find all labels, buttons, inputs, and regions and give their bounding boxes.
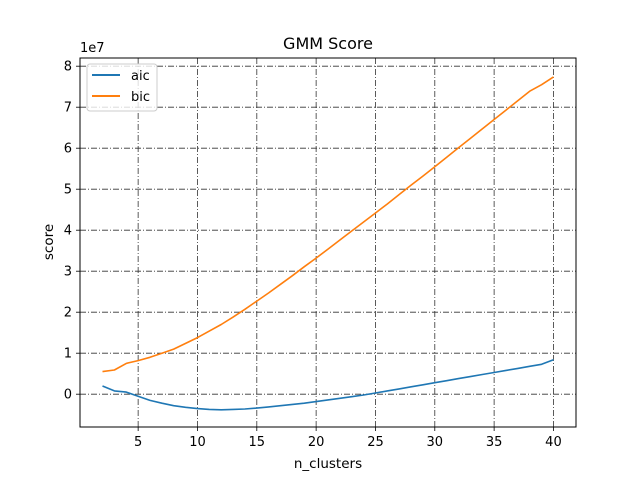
x-tick-label: 5 <box>134 435 142 450</box>
tick-layer: 5 10 15 20 25 30 35 40 0 1 2 3 4 5 6 7 8 <box>64 60 562 450</box>
series-layer <box>102 76 554 411</box>
x-tick-label: 20 <box>308 435 325 450</box>
x-tick-label: 15 <box>249 435 266 450</box>
plot-area-frame <box>79 57 577 428</box>
x-tick-label: 35 <box>486 435 503 450</box>
legend: aic bic <box>86 63 158 112</box>
grid-layer <box>80 58 576 427</box>
y-tick-label: 7 <box>64 101 72 116</box>
x-axis-label: n_clusters <box>294 456 362 472</box>
legend-label-aic: aic <box>131 69 150 84</box>
y-tick-label: 3 <box>64 265 72 280</box>
y-axis-label: score <box>41 224 57 260</box>
y-tick-label: 5 <box>64 183 72 198</box>
y-tick-label: 0 <box>64 388 72 403</box>
x-tick-label: 40 <box>545 435 562 450</box>
legend-label-bic: bic <box>131 90 150 105</box>
y-tick-label: 1 <box>64 347 72 362</box>
series-line-bic <box>102 76 554 373</box>
y-offset-text: 1e7 <box>80 41 105 56</box>
y-tick-label: 4 <box>64 224 72 239</box>
y-tick-label: 6 <box>64 142 72 157</box>
x-tick-label: 10 <box>189 435 206 450</box>
chart-title: GMM Score <box>283 34 373 53</box>
series-line-aic <box>102 359 554 411</box>
y-tick-label: 8 <box>64 60 72 75</box>
x-tick-label: 30 <box>427 435 444 450</box>
y-tick-label: 2 <box>64 306 72 321</box>
x-tick-label: 25 <box>367 435 384 450</box>
